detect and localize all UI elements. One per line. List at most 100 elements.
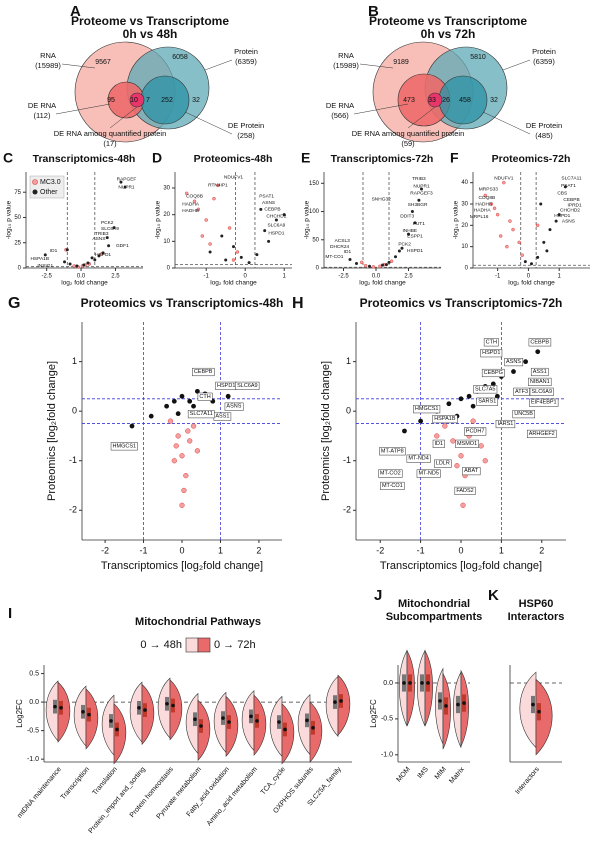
data-point — [93, 258, 97, 262]
gene-label: CHCHD2 — [560, 208, 580, 214]
y-tick-label: 1 — [346, 356, 351, 366]
chart-title: Mitochondrial — [398, 598, 470, 610]
gene-label: ASNS — [506, 359, 521, 365]
x-tick-label: 1 — [218, 545, 223, 555]
data-point — [535, 223, 540, 228]
label-box — [530, 367, 549, 377]
median-point — [444, 704, 448, 708]
violin-half — [85, 688, 99, 750]
x-tick-label: 2 — [256, 545, 261, 555]
gene-label: EIF4EBP1 — [531, 400, 557, 406]
label-box — [416, 469, 441, 478]
gene-label: MT-CO1 — [325, 254, 343, 260]
gene-label: HSPD1 — [217, 383, 235, 389]
gene-label: CEBPG — [484, 370, 503, 376]
chart-title: Proteomics-48h — [194, 153, 273, 165]
gene-label: IARS1 — [497, 421, 513, 427]
data-point — [355, 261, 358, 265]
data-point — [511, 227, 515, 232]
data-point — [458, 453, 464, 459]
gene-label: UNC5B — [514, 411, 533, 417]
region-count: 9189 — [393, 59, 409, 66]
y-tick-label: 40 — [461, 180, 468, 186]
set-count: (258) — [237, 131, 255, 140]
data-point — [63, 260, 67, 264]
gene-label: MT-ND5 — [418, 471, 438, 477]
chart-title: Proteome vs Transcriptome — [71, 14, 229, 28]
y-tick-label: 0 — [316, 266, 320, 272]
gene-label: TRIB3 — [412, 176, 426, 182]
y-tick-label: 30 — [163, 186, 170, 192]
y-axis-label: Proteomics [log₂fold change] — [320, 361, 332, 501]
chart-title: 0h vs 48h — [123, 27, 178, 41]
gene-label: CBS — [557, 191, 567, 197]
leader-line — [407, 106, 436, 129]
data-point — [179, 502, 185, 508]
region-count: 10 — [130, 97, 138, 104]
gene-label: SARS1 — [478, 399, 496, 405]
violin-half — [519, 671, 537, 749]
data-point — [173, 443, 179, 449]
set-name: Protein — [532, 47, 556, 56]
data-point — [179, 393, 185, 399]
y-tick-label: 0 — [465, 266, 469, 272]
y-tick-label: 150 — [309, 181, 320, 187]
label-box — [504, 358, 524, 367]
median-point — [438, 699, 442, 703]
label-box — [529, 398, 559, 407]
y-axis-label: Proteomics [log₂fold change] — [46, 361, 58, 501]
gene-label: SLC6A9 — [237, 383, 258, 389]
median-point — [339, 699, 343, 703]
gene-label: HADHA — [474, 208, 492, 214]
median-point — [456, 702, 460, 707]
chart-title: Proteomics vs Transcriptomics-48h — [81, 296, 284, 310]
data-point — [119, 180, 123, 184]
violin-half — [169, 679, 183, 741]
data-point — [381, 263, 384, 267]
x-tick-label: -2 — [376, 545, 384, 555]
x-tick-label: 2 — [539, 545, 544, 555]
label-box — [455, 439, 479, 448]
gene-label: PCK2 — [101, 220, 114, 226]
gene-label: SNHG32 — [372, 196, 392, 202]
x-tick-label: 0.0 — [77, 274, 86, 280]
gene-label: COQ8B — [186, 193, 203, 199]
data-point — [204, 218, 208, 222]
data-point — [554, 219, 558, 223]
gene-label: ASNS — [262, 200, 275, 206]
data-point — [75, 264, 79, 268]
set-name: RNA — [338, 51, 354, 60]
data-point — [208, 242, 212, 246]
x-tick-label: TCA_cycle — [260, 766, 287, 797]
panel-letter: I — [8, 605, 12, 622]
data-point — [494, 393, 500, 399]
x-axis-label: Transcriptomics [log₂fold change] — [380, 560, 542, 572]
legend-swatch — [197, 637, 211, 653]
data-point — [450, 438, 456, 444]
y-tick-label: 50 — [312, 237, 319, 243]
label-box — [464, 427, 487, 436]
label-box — [529, 387, 554, 396]
chart-title: Interactors — [508, 611, 565, 623]
data-point — [175, 411, 181, 417]
median-point — [143, 708, 147, 712]
y-tick-label: -2 — [343, 505, 351, 515]
median-point — [171, 703, 175, 708]
data-point — [517, 240, 521, 245]
y-tick-label: 50 — [14, 215, 21, 221]
gene-label: CHCHD2 — [266, 213, 286, 219]
data-point — [181, 487, 187, 494]
violin-half — [337, 674, 351, 736]
data-point — [216, 183, 220, 188]
panel-letter: B — [368, 3, 379, 20]
label-box — [235, 381, 260, 390]
gene-label: SLC6A9 — [267, 223, 285, 229]
leader-line — [353, 103, 409, 115]
data-point — [407, 232, 410, 236]
data-point — [267, 239, 271, 243]
median-point — [221, 716, 225, 720]
gene-label: HADHB — [475, 201, 492, 207]
label-box — [454, 486, 476, 495]
set-count: (566) — [331, 111, 349, 120]
region-count: 26 — [442, 97, 450, 104]
